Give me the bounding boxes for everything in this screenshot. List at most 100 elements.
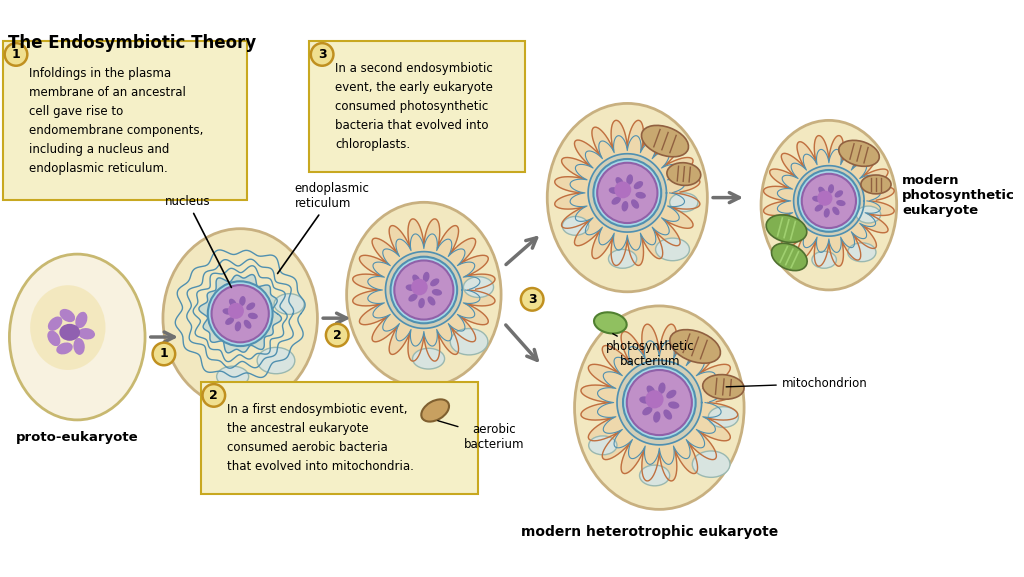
- Ellipse shape: [670, 193, 698, 212]
- FancyBboxPatch shape: [309, 41, 524, 172]
- Circle shape: [326, 324, 348, 346]
- Ellipse shape: [828, 184, 834, 194]
- Circle shape: [614, 181, 631, 198]
- Ellipse shape: [611, 197, 621, 205]
- Polygon shape: [581, 324, 737, 481]
- Ellipse shape: [47, 331, 60, 346]
- Ellipse shape: [589, 436, 616, 455]
- Ellipse shape: [234, 321, 242, 331]
- Ellipse shape: [655, 238, 689, 261]
- Ellipse shape: [562, 216, 589, 235]
- Ellipse shape: [631, 199, 639, 209]
- Text: 3: 3: [317, 48, 327, 61]
- Circle shape: [153, 343, 175, 365]
- Ellipse shape: [244, 320, 252, 329]
- Text: In a second endosymbiotic
event, the early eukaryote
consumed photosynthetic
bac: In a second endosymbiotic event, the ear…: [335, 62, 494, 151]
- Ellipse shape: [248, 313, 258, 319]
- Circle shape: [623, 366, 695, 439]
- Ellipse shape: [423, 272, 429, 282]
- Polygon shape: [352, 219, 495, 361]
- Polygon shape: [764, 136, 894, 266]
- Polygon shape: [794, 166, 864, 236]
- Polygon shape: [199, 275, 282, 353]
- Ellipse shape: [427, 296, 435, 306]
- Text: nucleus: nucleus: [165, 195, 231, 287]
- Ellipse shape: [835, 190, 843, 197]
- Text: 1: 1: [160, 347, 168, 361]
- Ellipse shape: [48, 317, 62, 331]
- Ellipse shape: [59, 309, 75, 322]
- Circle shape: [817, 190, 833, 206]
- Ellipse shape: [664, 410, 672, 419]
- Ellipse shape: [413, 349, 444, 369]
- Ellipse shape: [74, 338, 85, 355]
- Text: 1: 1: [11, 48, 20, 61]
- Polygon shape: [385, 252, 462, 328]
- Text: proto-eukaryote: proto-eukaryote: [16, 431, 138, 444]
- Ellipse shape: [346, 203, 501, 387]
- Ellipse shape: [627, 174, 633, 185]
- Ellipse shape: [640, 465, 670, 486]
- Circle shape: [390, 257, 457, 323]
- Ellipse shape: [59, 324, 80, 341]
- Ellipse shape: [406, 284, 416, 291]
- Ellipse shape: [667, 163, 700, 185]
- Ellipse shape: [667, 390, 677, 399]
- Ellipse shape: [670, 329, 721, 363]
- Circle shape: [593, 159, 662, 227]
- Ellipse shape: [642, 407, 652, 415]
- Ellipse shape: [430, 278, 439, 286]
- Circle shape: [412, 279, 428, 295]
- Ellipse shape: [658, 383, 666, 394]
- Ellipse shape: [622, 201, 629, 212]
- Ellipse shape: [464, 277, 494, 298]
- Ellipse shape: [702, 374, 744, 399]
- Ellipse shape: [608, 187, 620, 194]
- Ellipse shape: [30, 285, 105, 370]
- Ellipse shape: [856, 206, 881, 223]
- Circle shape: [627, 370, 692, 435]
- Ellipse shape: [641, 125, 688, 157]
- Ellipse shape: [839, 140, 880, 166]
- Ellipse shape: [229, 299, 237, 308]
- Ellipse shape: [409, 294, 418, 302]
- Ellipse shape: [225, 317, 234, 325]
- Ellipse shape: [418, 298, 425, 308]
- Ellipse shape: [692, 451, 730, 477]
- Text: mitochondrion: mitochondrion: [726, 377, 867, 390]
- Ellipse shape: [421, 399, 450, 422]
- Ellipse shape: [668, 402, 679, 409]
- Ellipse shape: [222, 308, 232, 314]
- Polygon shape: [617, 360, 701, 445]
- Text: photosynthetic
bacterium: photosynthetic bacterium: [605, 334, 694, 368]
- Ellipse shape: [833, 207, 840, 215]
- Ellipse shape: [9, 254, 145, 420]
- Ellipse shape: [812, 252, 837, 268]
- Ellipse shape: [163, 228, 317, 407]
- Ellipse shape: [815, 204, 823, 212]
- Ellipse shape: [274, 294, 304, 314]
- Ellipse shape: [574, 306, 744, 509]
- Ellipse shape: [812, 196, 821, 202]
- Ellipse shape: [861, 175, 891, 194]
- Circle shape: [203, 384, 225, 407]
- Ellipse shape: [634, 181, 643, 189]
- Ellipse shape: [766, 215, 807, 242]
- Circle shape: [208, 282, 272, 346]
- Ellipse shape: [837, 200, 846, 206]
- Circle shape: [394, 260, 454, 320]
- FancyBboxPatch shape: [3, 41, 247, 200]
- Ellipse shape: [594, 312, 627, 334]
- Ellipse shape: [761, 121, 897, 290]
- Ellipse shape: [639, 396, 650, 404]
- Circle shape: [802, 174, 856, 228]
- Ellipse shape: [56, 343, 73, 354]
- Circle shape: [228, 303, 244, 319]
- FancyBboxPatch shape: [201, 382, 477, 494]
- Text: modern
photosynthetic
eukaryote: modern photosynthetic eukaryote: [902, 174, 1015, 217]
- Ellipse shape: [818, 186, 825, 195]
- Text: aerobic
bacterium: aerobic bacterium: [438, 421, 524, 451]
- Text: Infoldings in the plasma
membrane of an ancestral
cell gave rise to
endomembrane: Infoldings in the plasma membrane of an …: [30, 67, 204, 175]
- Ellipse shape: [709, 407, 738, 428]
- Ellipse shape: [257, 347, 295, 374]
